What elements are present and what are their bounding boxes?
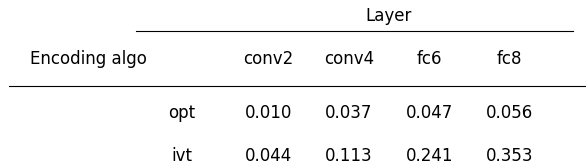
Text: conv2: conv2 [243,49,294,68]
Text: ivt: ivt [171,147,192,165]
Text: fc6: fc6 [417,49,442,68]
Text: 0.353: 0.353 [486,147,534,165]
Text: Encoding algo: Encoding algo [30,49,147,68]
Text: opt: opt [168,104,196,122]
Text: Layer: Layer [366,7,412,25]
Text: 0.037: 0.037 [325,104,373,122]
Text: 0.044: 0.044 [244,147,292,165]
Text: 0.010: 0.010 [244,104,292,122]
Text: 0.113: 0.113 [325,147,373,165]
Text: 0.047: 0.047 [406,104,453,122]
Text: 0.241: 0.241 [406,147,453,165]
Text: conv4: conv4 [323,49,374,68]
Text: fc8: fc8 [497,49,523,68]
Text: 0.056: 0.056 [486,104,533,122]
